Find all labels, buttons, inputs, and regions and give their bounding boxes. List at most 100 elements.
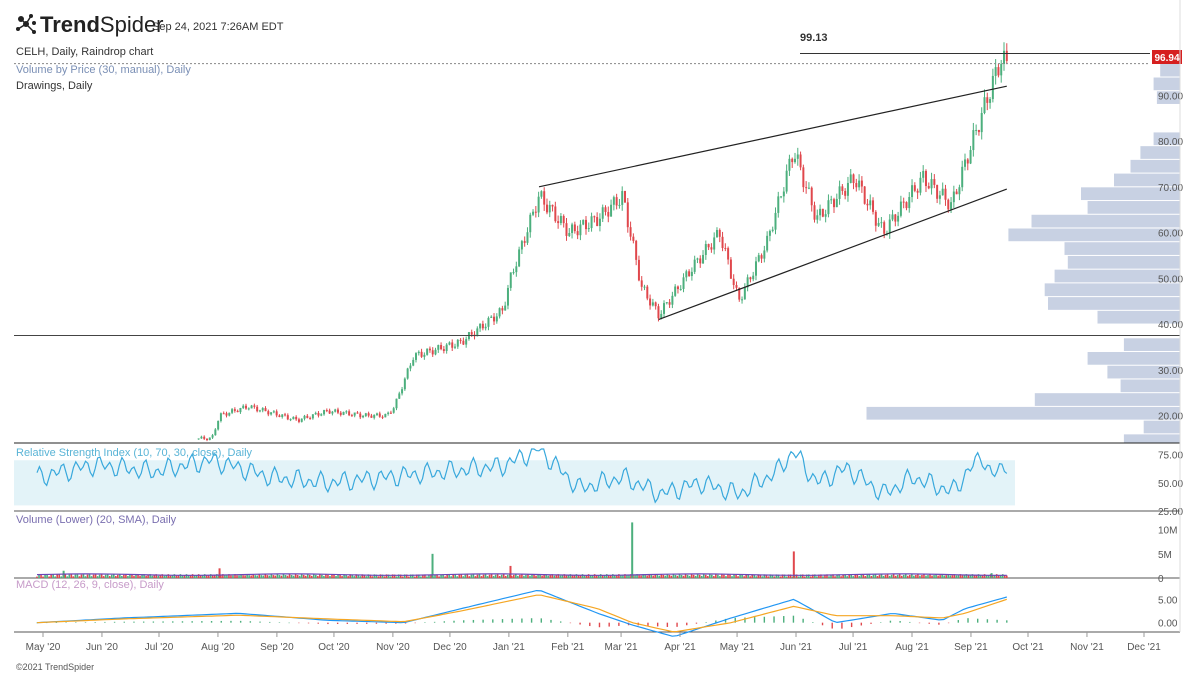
volume-bar (767, 576, 770, 578)
candle-body (852, 174, 855, 184)
candle-body (261, 408, 264, 411)
volume-bar (605, 574, 608, 578)
volume-bar (900, 575, 903, 578)
macd-histogram-bar (298, 622, 300, 624)
volume-bar (448, 574, 450, 578)
trendlines[interactable] (14, 53, 1180, 336)
vbp-bar (1034, 393, 1180, 406)
candle-body (559, 216, 562, 224)
candle-body (222, 413, 225, 415)
macd-histogram-bar (521, 618, 523, 623)
volume-bar (282, 574, 285, 578)
drawings-panel-title: Drawings, Daily (16, 80, 93, 92)
candle-body (891, 214, 894, 220)
candle-body (793, 158, 796, 163)
volume-bar (426, 576, 428, 578)
macd-histogram-bar (366, 622, 368, 624)
candle-body (668, 302, 671, 305)
candle-body (278, 415, 281, 417)
candle-body (214, 429, 217, 436)
candle-body (328, 410, 331, 414)
rsi-panel[interactable]: 25.00 50.00 75.00 Relative Strength Index … (14, 447, 1183, 518)
volume-bar (377, 576, 380, 578)
vbp-bar (1064, 242, 1180, 255)
candle-body (919, 177, 922, 193)
macd-histogram-bar (501, 619, 504, 623)
macd-histogram (36, 615, 1008, 629)
macd-histogram-bar (1006, 620, 1008, 623)
candle-body (297, 419, 300, 422)
volume-bar (723, 574, 725, 578)
candle-body (403, 378, 406, 390)
volume-bar (506, 574, 509, 578)
volume-bar (292, 575, 295, 578)
price-panel[interactable]: 20.00 30.00 40.00 50.00 60.00 70.00 80.00 90.00… (14, 32, 1183, 444)
volume-bar (280, 575, 283, 578)
volume-bar (923, 574, 925, 578)
macd-histogram-bar (957, 620, 960, 623)
volume-bar (238, 575, 240, 578)
candle-body (314, 412, 317, 415)
macd-panel[interactable]: 0.00 5.00 MACD (12, 26, 9, close), Daily (14, 579, 1180, 637)
volume-bar (296, 574, 299, 578)
volume-bar (329, 575, 331, 578)
macd-histogram-bar (841, 622, 843, 629)
macd-histogram-bar (142, 621, 145, 623)
volume-bar (58, 574, 61, 578)
volume-bar (961, 575, 964, 578)
volume-bar (317, 575, 319, 578)
volume-bar (290, 574, 293, 578)
volume-bar (931, 575, 933, 578)
x-tick-label: Nov '21 (1070, 642, 1104, 653)
x-tick-label: Jan '21 (493, 642, 525, 653)
candle-body (874, 211, 877, 226)
candle-body (735, 285, 738, 288)
macd-histogram-bar (705, 622, 707, 623)
volume-bar (274, 575, 277, 578)
logo-mark-icon (16, 14, 36, 34)
volume-bar (785, 576, 788, 578)
volume-bar (446, 574, 448, 578)
volume-bar (783, 574, 786, 578)
volume-bar (929, 574, 931, 578)
volume-panel[interactable]: 0 5M 10M Volume (Lower) (20, SMA), Daily (14, 514, 1180, 585)
volume-bar (333, 574, 335, 578)
candle-body (604, 207, 607, 212)
volume-bar (603, 575, 606, 578)
macd-histogram-bar (336, 622, 339, 625)
volume-bar (941, 574, 943, 578)
volume-bar (537, 574, 539, 578)
macd-histogram-bar (812, 622, 814, 623)
candle-body (434, 349, 437, 355)
volume-bar (650, 575, 653, 578)
volume-bar (135, 574, 137, 578)
vbp-bar (1044, 283, 1180, 297)
volume-bar (502, 574, 505, 578)
volume-bar (921, 575, 923, 578)
candle-body (228, 412, 231, 416)
candle-body (493, 316, 496, 322)
candle-body (236, 410, 239, 413)
volume-bar (54, 576, 56, 578)
volume-bar (452, 574, 455, 578)
candle-body (699, 258, 702, 264)
volume-bar (163, 575, 166, 578)
volume-bar (646, 575, 648, 578)
volume-bar (286, 575, 289, 578)
candle-body (732, 278, 735, 286)
volume-bar (379, 574, 382, 578)
volume-bar (436, 574, 438, 578)
volume-bar (513, 574, 515, 578)
volume-bar (300, 574, 303, 578)
trendline (538, 85, 1007, 188)
price-tick-label: 90.00 (1158, 91, 1183, 102)
macd-histogram-bar (433, 621, 436, 623)
macd-histogram-bar (773, 616, 775, 623)
macd-histogram-bar (133, 621, 135, 623)
volume-bar (151, 575, 153, 578)
candle-body (916, 190, 919, 193)
volume-bar (139, 575, 141, 578)
macd-histogram-bar (45, 622, 48, 624)
candle-body (632, 236, 635, 241)
candle-body (490, 316, 493, 318)
